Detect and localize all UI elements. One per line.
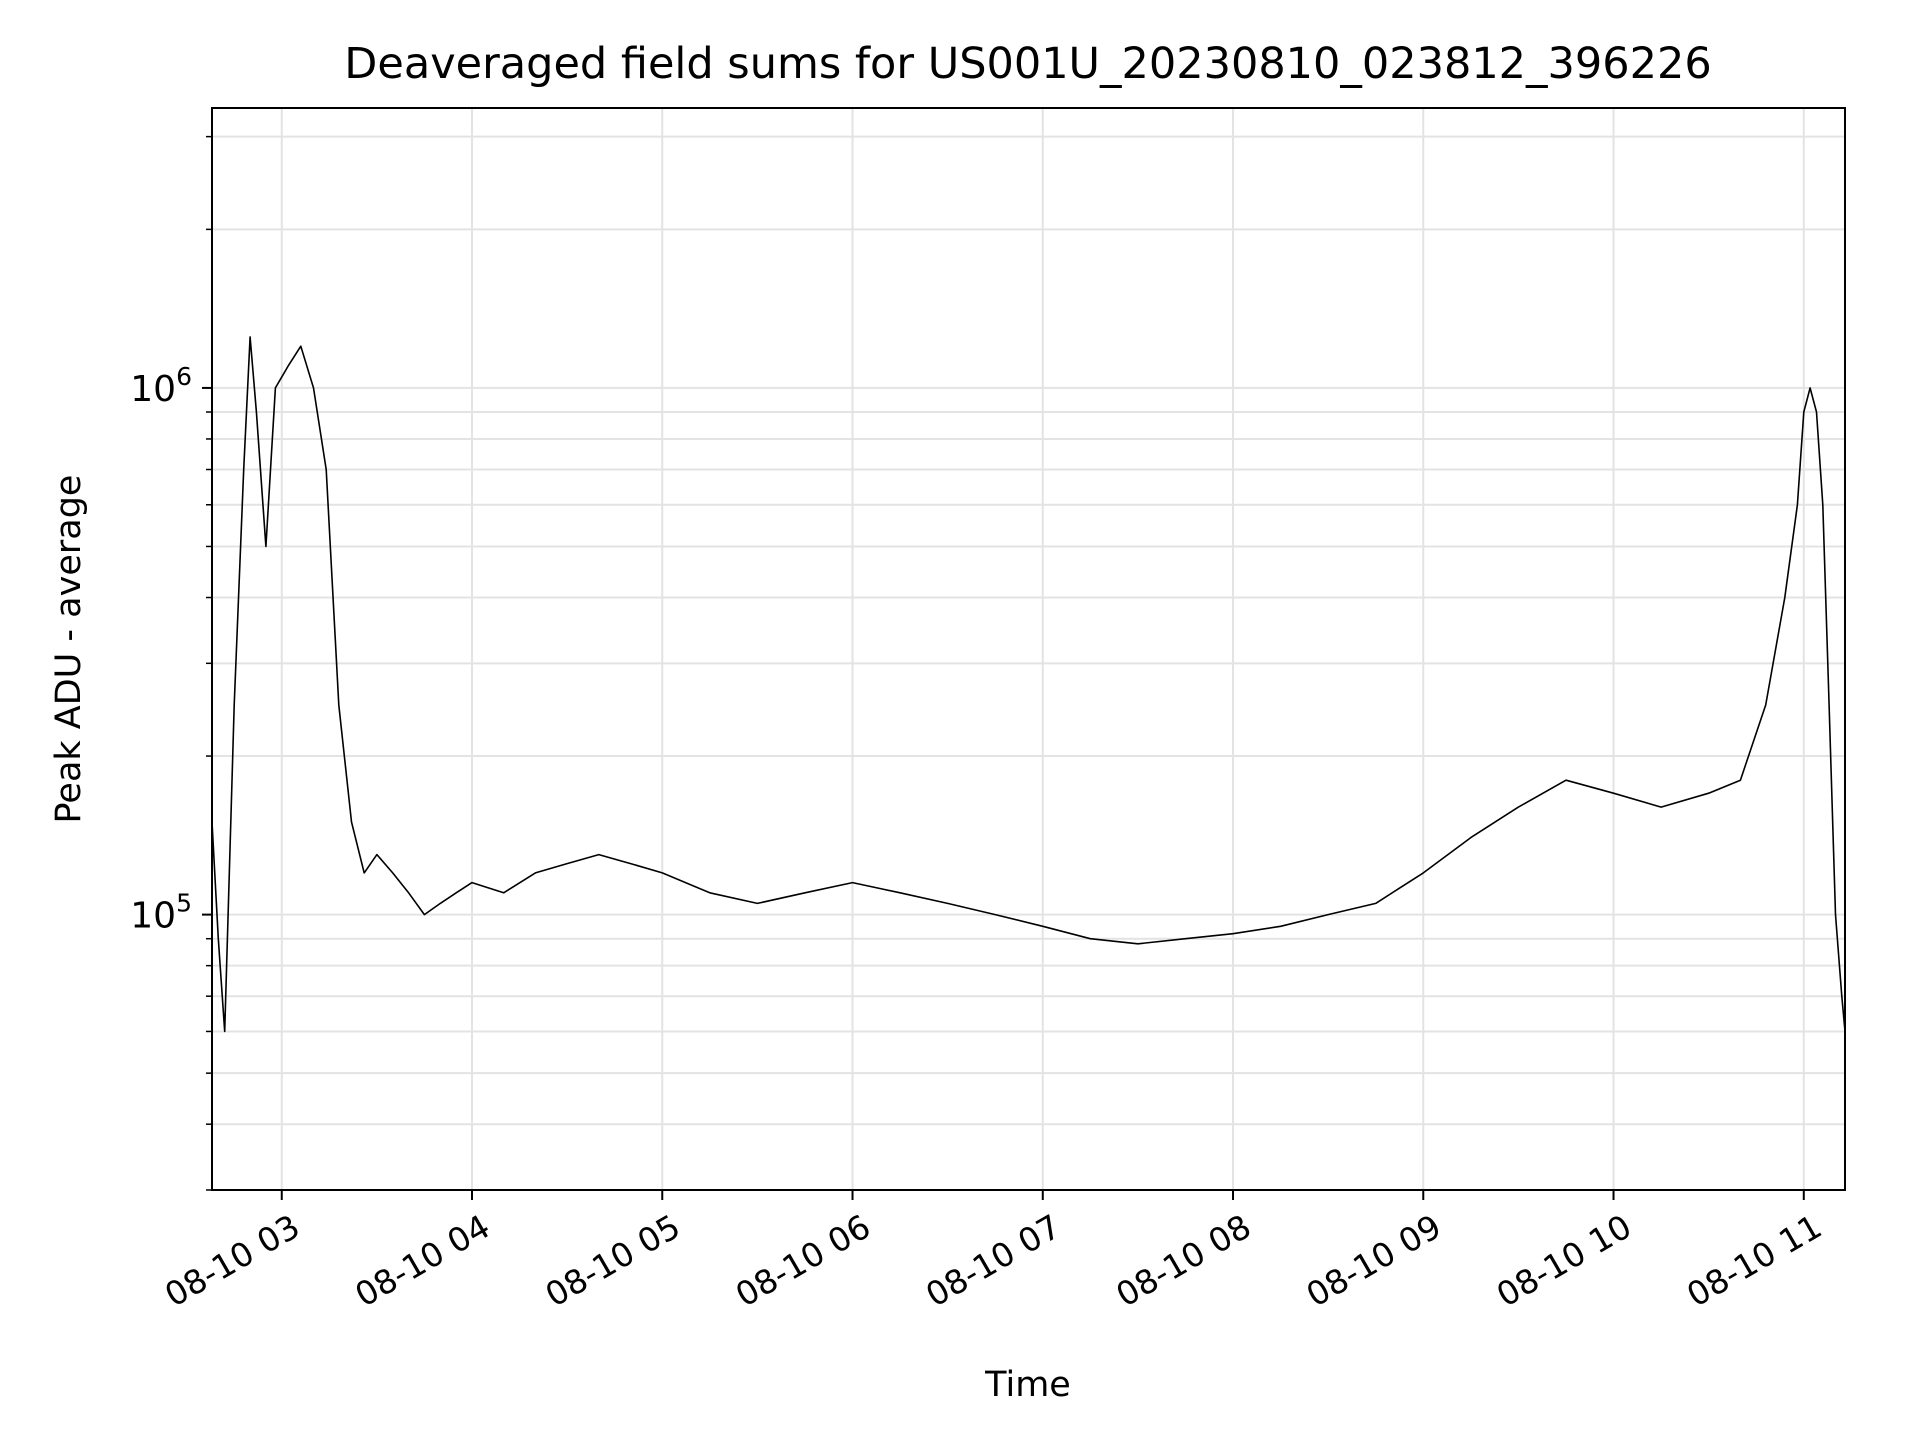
- series-line: [211, 336, 1846, 1033]
- y-tick-label: 105: [130, 889, 192, 937]
- x-axis-label: Time: [984, 1365, 1071, 1405]
- plot-area: [211, 336, 1846, 1033]
- y-tick-label: 106: [130, 362, 192, 410]
- chart-title: Deaveraged field sums for US001U_2023081…: [344, 39, 1711, 89]
- plot-frame: [211, 107, 1846, 1191]
- y-axis-label: Peak ADU - average: [49, 475, 89, 824]
